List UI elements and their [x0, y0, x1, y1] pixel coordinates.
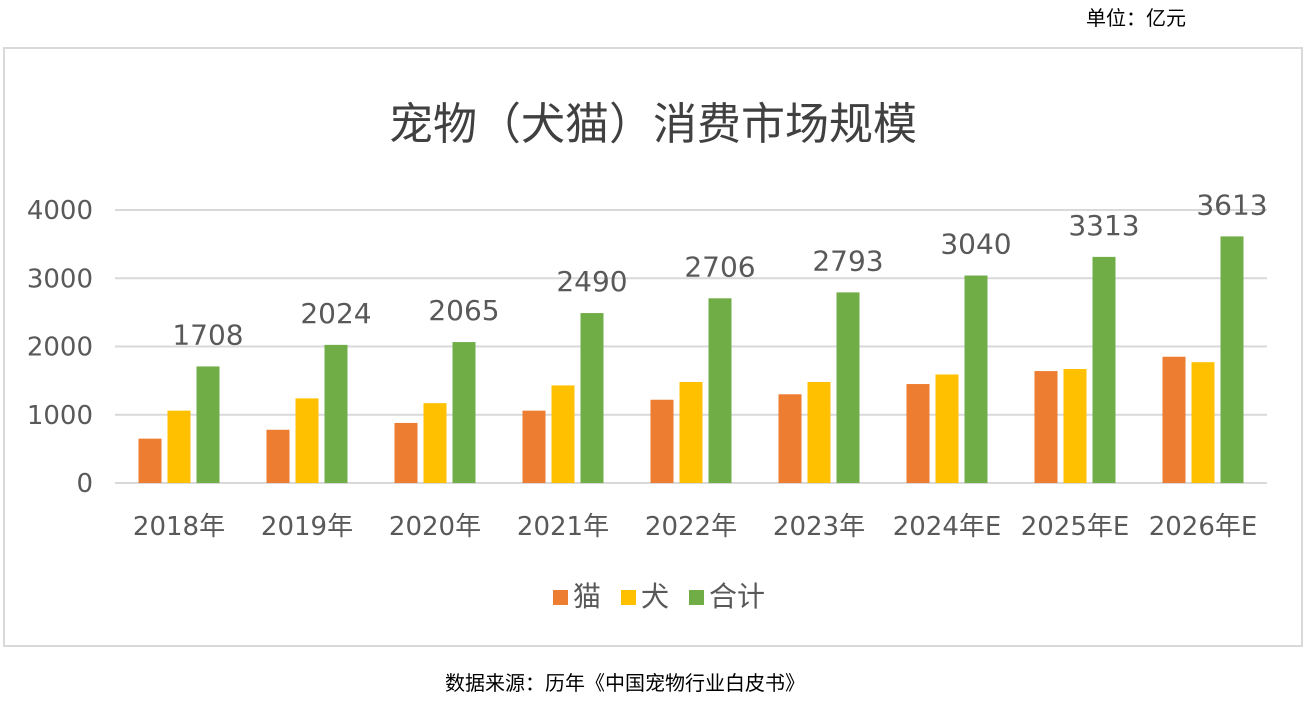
- legend-label: 犬: [641, 580, 669, 613]
- bar-dog: [167, 410, 191, 483]
- bar-total: [964, 275, 988, 483]
- x-tick-label: 2020年: [389, 512, 481, 542]
- data-label: 2706: [684, 250, 755, 283]
- bar-cat: [906, 384, 930, 483]
- bar-dog: [423, 403, 447, 483]
- unit-label: 单位：亿元: [1086, 6, 1186, 30]
- data-label: 3313: [1068, 209, 1139, 242]
- y-tick-label: 0: [76, 469, 93, 499]
- y-tick-label: 2000: [27, 333, 93, 363]
- chart-svg: 宠物（犬猫）消费市场规模 0 1000 2000 3000 4000 1708 2018年 2…: [27, 99, 1268, 613]
- legend-label: 合计: [709, 580, 765, 613]
- bar-dog: [551, 385, 575, 483]
- bar-dog: [679, 381, 703, 483]
- bar-cat: [522, 410, 546, 483]
- y-tick-label: 1000: [27, 401, 93, 431]
- bar-dog: [295, 398, 319, 483]
- x-tick-label: 2022年: [645, 512, 737, 542]
- data-label: 2793: [812, 244, 883, 277]
- bar-total: [1092, 256, 1116, 483]
- bar-cat: [138, 438, 162, 483]
- bar-dog: [935, 374, 959, 483]
- legend: 猫 犬 合计: [553, 580, 765, 613]
- source-note: 数据来源：历年《中国宠物行业白皮书》: [445, 671, 805, 695]
- bar-cat: [1162, 356, 1186, 483]
- legend-swatch: [553, 590, 568, 605]
- x-tick-label: 2021年: [517, 512, 609, 542]
- data-label: 3040: [940, 228, 1011, 261]
- bar-cat: [778, 394, 802, 483]
- y-tick-label: 3000: [27, 264, 93, 294]
- chart-frame: 宠物（犬猫）消费市场规模 0 1000 2000 3000 4000 1708 2018年 2…: [3, 47, 1303, 647]
- bar-total: [580, 313, 604, 483]
- legend-label: 猫: [573, 580, 601, 613]
- legend-swatch: [689, 590, 704, 605]
- bar-total: [324, 344, 348, 483]
- bar-cat: [394, 422, 418, 483]
- labels-layer: 0 1000 2000 3000 4000 1708 2018年 2024 2019年 2065 2…: [27, 188, 1268, 542]
- bar-cat: [1034, 371, 1058, 483]
- legend-swatch: [621, 590, 636, 605]
- data-label: 2490: [556, 265, 627, 298]
- data-label: 3613: [1196, 188, 1267, 221]
- bar-total: [196, 366, 220, 483]
- bar-total: [708, 298, 732, 483]
- bar-dog: [1063, 369, 1087, 483]
- data-label: 1708: [172, 318, 243, 351]
- x-tick-label: 2023年: [773, 512, 865, 542]
- y-tick-label: 4000: [27, 196, 93, 226]
- x-tick-label: 2019年: [261, 512, 353, 542]
- bars-layer: [138, 236, 1244, 483]
- x-tick-label: 2024年E: [893, 512, 1002, 542]
- bar-cat: [650, 399, 674, 483]
- bar-total: [1220, 236, 1244, 483]
- x-tick-label: 2018年: [133, 512, 225, 542]
- x-tick-label: 2025年E: [1021, 512, 1130, 542]
- bar-cat: [266, 429, 290, 483]
- data-label: 2065: [428, 294, 499, 327]
- chart-title: 宠物（犬猫）消费市场规模: [389, 99, 917, 150]
- bar-total: [836, 292, 860, 483]
- data-label: 2024: [300, 297, 371, 330]
- bar-total: [452, 342, 476, 483]
- x-tick-label: 2026年E: [1149, 512, 1258, 542]
- bar-dog: [1191, 362, 1215, 483]
- bar-dog: [807, 381, 831, 483]
